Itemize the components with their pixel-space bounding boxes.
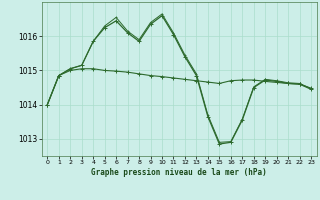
X-axis label: Graphe pression niveau de la mer (hPa): Graphe pression niveau de la mer (hPa): [91, 168, 267, 177]
